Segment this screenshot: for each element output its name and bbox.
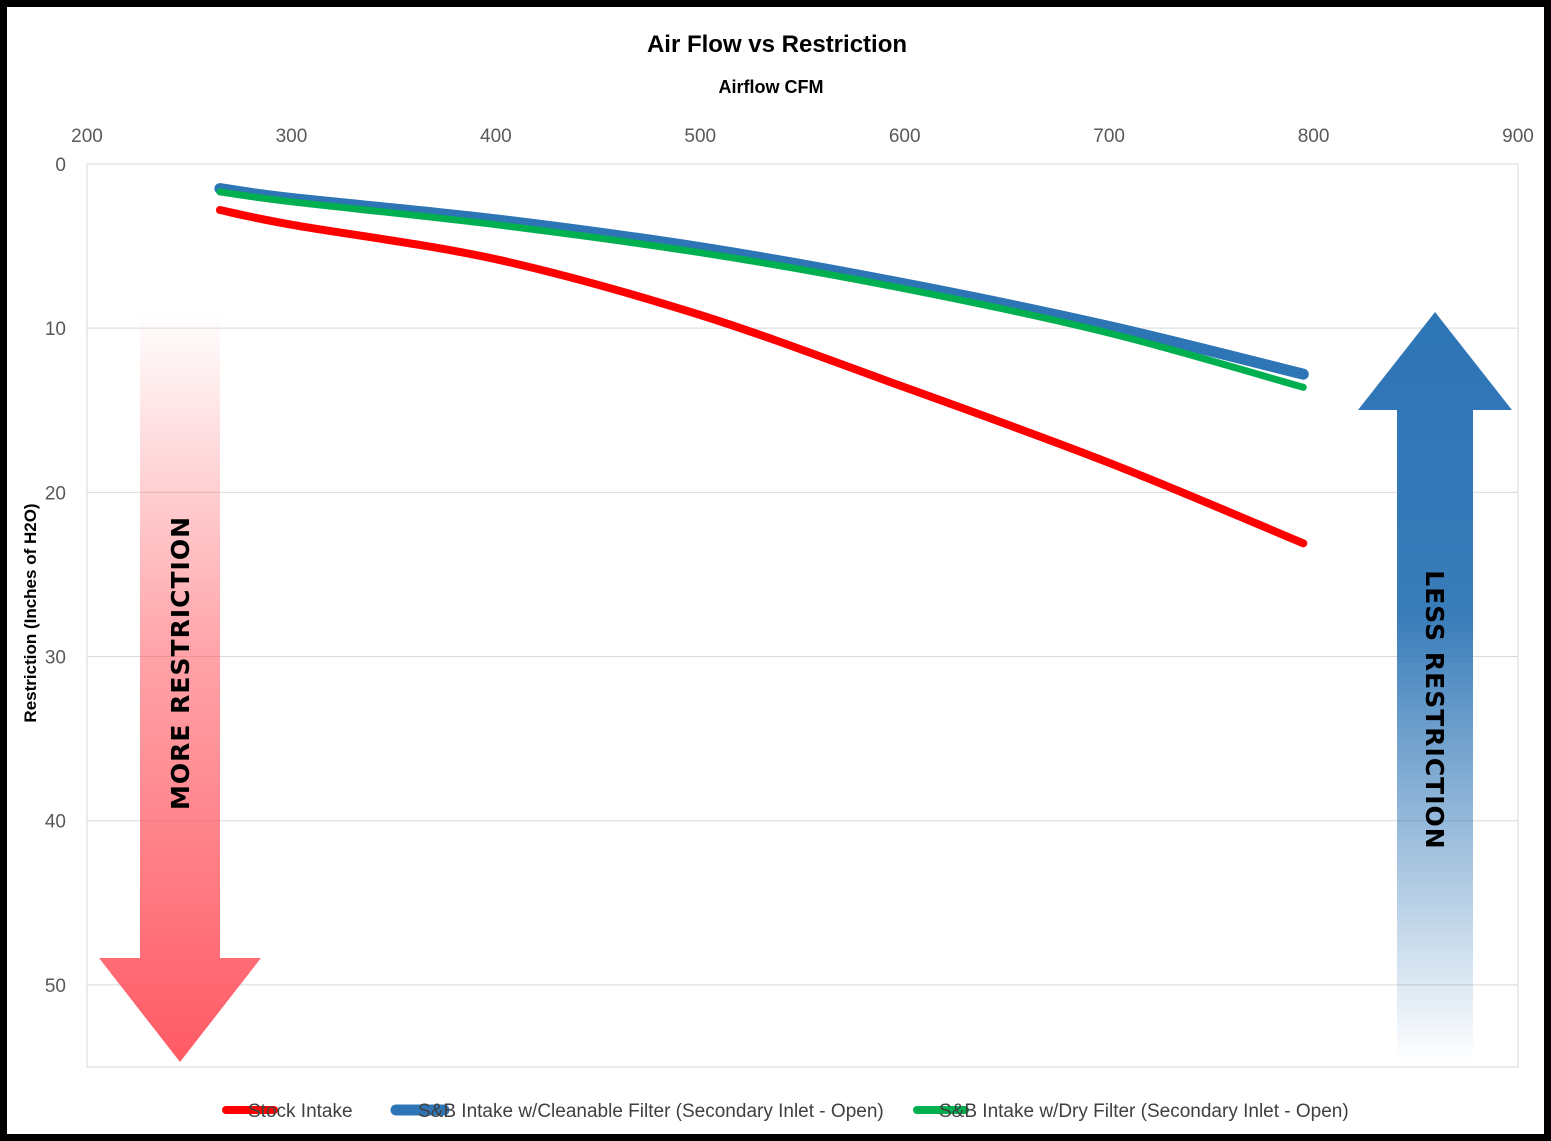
series-line-2 — [216, 188, 1307, 391]
gridlines — [86, 163, 1519, 1068]
y-tick-label: 10 — [45, 319, 66, 340]
less-restriction-label: LESS RESTRICTION — [1420, 570, 1449, 849]
legend-label: S&B Intake w/Cleanable Filter (Secondary… — [418, 1101, 884, 1122]
x-tick-label: 600 — [889, 126, 921, 147]
y-tick-label: 50 — [45, 976, 66, 997]
more-restriction-arrow: MORE RESTRICTION — [99, 312, 261, 1062]
more-restriction-label: MORE RESTRICTION — [166, 516, 195, 810]
x-axis-title: Airflow CFM — [719, 77, 824, 97]
x-tick-label: 400 — [480, 126, 512, 147]
series-lines — [214, 183, 1309, 548]
less-restriction-arrow: LESS RESTRICTION — [1358, 312, 1512, 1062]
y-tick-label: 20 — [45, 483, 66, 504]
more-restriction-arrow-shape — [99, 312, 261, 1062]
plot-area-border — [86, 163, 1519, 1068]
x-tick-label: 500 — [684, 126, 716, 147]
legend: Stock Intake S&B Intake w/Cleanable Filte… — [222, 1101, 1349, 1122]
x-tick-label: 300 — [276, 126, 308, 147]
x-tick-label: 800 — [1298, 126, 1330, 147]
less-restriction-arrow-shape — [1358, 312, 1512, 1062]
y-axis-title: Restriction (Inches of H2O) — [21, 503, 40, 722]
y-tick-label: 0 — [55, 155, 66, 176]
chart-title: Air Flow vs Restriction — [647, 31, 907, 58]
series-line-1 — [214, 183, 1309, 380]
legend-label: Stock Intake — [248, 1101, 353, 1122]
legend-label: S&B Intake w/Dry Filter (Secondary Inlet… — [939, 1101, 1349, 1122]
y-tick-label: 30 — [45, 648, 66, 669]
x-tick-label: 900 — [1502, 126, 1534, 147]
series-line-0 — [215, 206, 1308, 548]
y-tick-labels: 0 10 20 30 40 50 — [45, 155, 66, 997]
x-tick-label: 200 — [71, 126, 103, 147]
y-tick-label: 40 — [45, 812, 66, 833]
x-tick-labels: 200 300 400 500 600 700 800 900 — [71, 126, 1534, 147]
x-tick-label: 700 — [1093, 126, 1125, 147]
